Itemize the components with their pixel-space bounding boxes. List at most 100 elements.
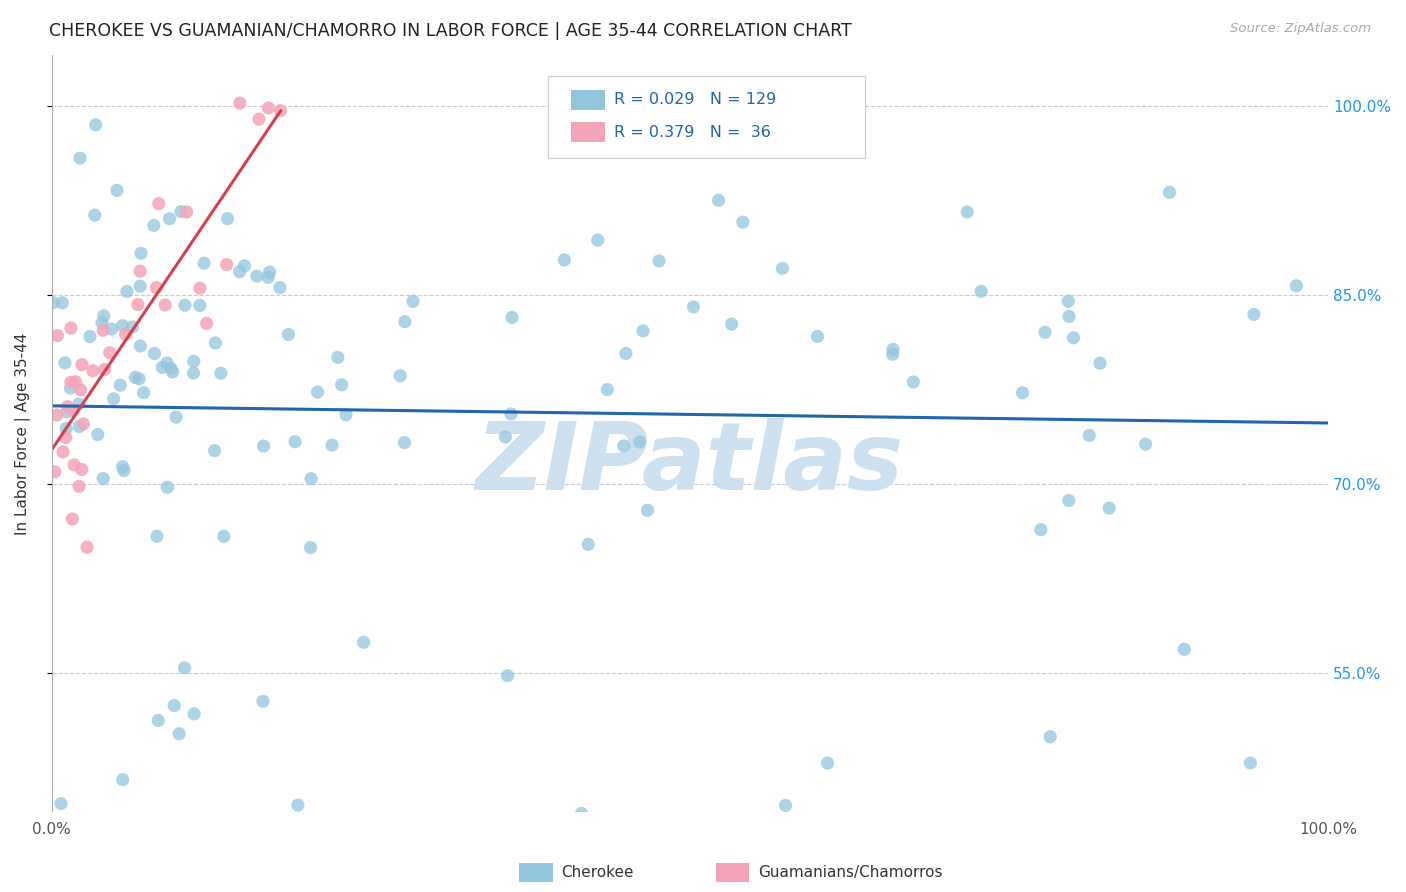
Point: [145, 280, 167, 294]
Point: [91, 471, 114, 485]
Point: [87, 427, 110, 442]
Point: [217, 211, 239, 226]
Point: [111, 459, 134, 474]
Point: [193, 256, 215, 270]
Point: [153, 298, 176, 312]
Text: Source: ZipAtlas.com: Source: ZipAtlas.com: [1230, 22, 1371, 36]
Point: [252, 694, 274, 708]
Point: [1078, 428, 1101, 442]
Point: [93, 309, 115, 323]
Point: [257, 101, 280, 115]
Point: [970, 285, 993, 299]
Point: [569, 806, 592, 821]
Point: [501, 310, 523, 325]
Point: [51, 295, 73, 310]
Point: [494, 430, 516, 444]
Point: [70, 462, 93, 476]
Point: [1285, 278, 1308, 293]
Point: [142, 219, 165, 233]
Point: [121, 320, 143, 334]
Point: [188, 281, 211, 295]
Point: [307, 385, 329, 400]
Point: [91, 323, 114, 337]
Point: [637, 503, 659, 517]
Point: [52, 445, 75, 459]
Point: [335, 408, 357, 422]
Point: [59, 381, 82, 395]
Point: [146, 529, 169, 543]
Point: [775, 798, 797, 813]
Point: [252, 439, 274, 453]
Point: [1057, 310, 1080, 324]
Point: [707, 194, 730, 208]
Point: [257, 270, 280, 285]
Text: ZIPatlas: ZIPatlas: [475, 418, 904, 510]
Point: [53, 356, 76, 370]
Point: [233, 259, 256, 273]
Point: [287, 798, 309, 813]
Point: [114, 327, 136, 342]
Point: [269, 280, 291, 294]
Point: [56, 405, 79, 419]
Point: [806, 329, 828, 343]
Point: [46, 328, 69, 343]
Point: [111, 772, 134, 787]
Point: [170, 204, 193, 219]
Point: [299, 472, 322, 486]
Point: [129, 264, 152, 278]
Point: [46, 408, 69, 422]
Point: [174, 298, 197, 312]
Point: [1098, 501, 1121, 516]
Point: [270, 103, 292, 118]
Point: [882, 347, 904, 361]
Point: [60, 512, 83, 526]
Y-axis label: In Labor Force | Age 35-44: In Labor Force | Age 35-44: [15, 333, 31, 535]
Point: [648, 254, 671, 268]
Point: [628, 435, 651, 450]
Point: [160, 361, 183, 376]
Point: [94, 362, 117, 376]
Point: [1039, 730, 1062, 744]
Text: Guamanians/Chamorros: Guamanians/Chamorros: [758, 865, 942, 880]
Point: [91, 316, 114, 330]
Point: [59, 376, 82, 390]
Point: [69, 151, 91, 165]
Point: [246, 269, 269, 284]
Point: [631, 324, 654, 338]
Point: [173, 661, 195, 675]
Point: [62, 403, 84, 417]
Point: [176, 205, 198, 219]
Point: [1088, 356, 1111, 370]
Point: [1239, 756, 1261, 770]
Point: [183, 354, 205, 368]
Point: [195, 317, 218, 331]
Point: [105, 183, 128, 197]
Point: [69, 383, 91, 397]
Point: [330, 377, 353, 392]
Point: [156, 480, 179, 494]
Text: Cherokee: Cherokee: [561, 865, 634, 880]
Point: [156, 356, 179, 370]
Point: [115, 285, 138, 299]
Point: [209, 366, 232, 380]
Point: [1029, 523, 1052, 537]
Point: [167, 727, 190, 741]
Point: [553, 252, 575, 267]
Point: [79, 329, 101, 343]
Point: [903, 375, 925, 389]
Point: [148, 714, 170, 728]
Point: [55, 430, 77, 444]
Text: R = 0.029   N = 129: R = 0.029 N = 129: [614, 93, 776, 107]
Point: [150, 360, 173, 375]
Point: [496, 668, 519, 682]
Point: [42, 295, 65, 310]
Point: [162, 365, 184, 379]
Point: [204, 335, 226, 350]
Point: [129, 279, 152, 293]
Point: [165, 410, 187, 425]
Point: [49, 797, 72, 811]
Point: [55, 421, 77, 435]
Point: [1057, 493, 1080, 508]
Point: [1135, 437, 1157, 451]
Point: [596, 383, 619, 397]
